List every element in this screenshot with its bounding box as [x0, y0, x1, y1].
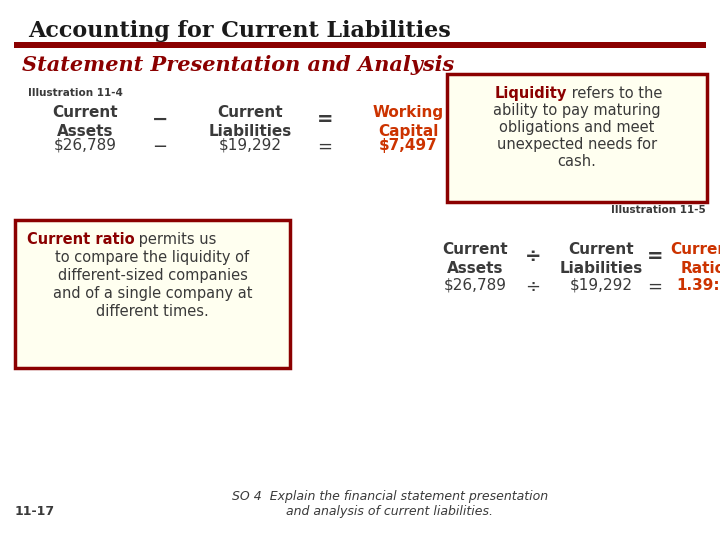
Text: to compare the liquidity of: to compare the liquidity of: [55, 250, 250, 265]
Text: Illustration 11-5: Illustration 11-5: [611, 205, 706, 215]
Text: $26,789: $26,789: [53, 138, 117, 153]
Text: $7,497: $7,497: [379, 138, 437, 153]
Text: and of a single company at: and of a single company at: [53, 286, 252, 301]
Text: 1.39:1: 1.39:1: [676, 278, 720, 293]
FancyBboxPatch shape: [14, 42, 706, 48]
FancyBboxPatch shape: [447, 74, 707, 202]
Text: −: −: [153, 138, 168, 156]
Text: Current
Liabilities: Current Liabilities: [208, 105, 292, 139]
Text: Statement Presentation and Analysis: Statement Presentation and Analysis: [22, 55, 454, 75]
Text: 11-17: 11-17: [15, 505, 55, 518]
Text: Accounting for Current Liabilities: Accounting for Current Liabilities: [28, 20, 451, 42]
Text: Working
Capital: Working Capital: [372, 105, 444, 139]
Text: −: −: [152, 110, 168, 129]
Text: Current
Ratio: Current Ratio: [670, 242, 720, 275]
Text: SO 4  Explain the financial statement presentation
and analysis of current liabi: SO 4 Explain the financial statement pre…: [232, 490, 548, 518]
Text: Current ratio: Current ratio: [27, 232, 135, 247]
Text: different-sized companies: different-sized companies: [58, 268, 248, 283]
Text: unexpected needs for: unexpected needs for: [497, 137, 657, 152]
Text: $26,789: $26,789: [444, 278, 506, 293]
Text: Current
Assets: Current Assets: [52, 105, 118, 139]
Text: Current
Liabilities: Current Liabilities: [559, 242, 643, 275]
Text: =: =: [318, 138, 333, 156]
FancyBboxPatch shape: [15, 220, 290, 368]
Text: cash.: cash.: [557, 154, 596, 169]
Text: =: =: [317, 110, 333, 129]
Text: Illustration 11-4: Illustration 11-4: [28, 88, 123, 98]
Text: ability to pay maturing: ability to pay maturing: [493, 103, 661, 118]
Text: $19,292: $19,292: [570, 278, 632, 293]
Text: different times.: different times.: [96, 304, 209, 319]
Text: =: =: [647, 247, 663, 266]
Text: Current
Assets: Current Assets: [442, 242, 508, 275]
Text: permits us: permits us: [135, 232, 217, 247]
Text: refers to the: refers to the: [567, 86, 662, 101]
Text: Liquidity: Liquidity: [495, 86, 567, 101]
Text: $19,292: $19,292: [218, 138, 282, 153]
Text: ÷: ÷: [526, 278, 541, 296]
Text: ÷: ÷: [525, 247, 541, 266]
Text: obligations and meet: obligations and meet: [499, 120, 654, 135]
Text: =: =: [647, 278, 662, 296]
